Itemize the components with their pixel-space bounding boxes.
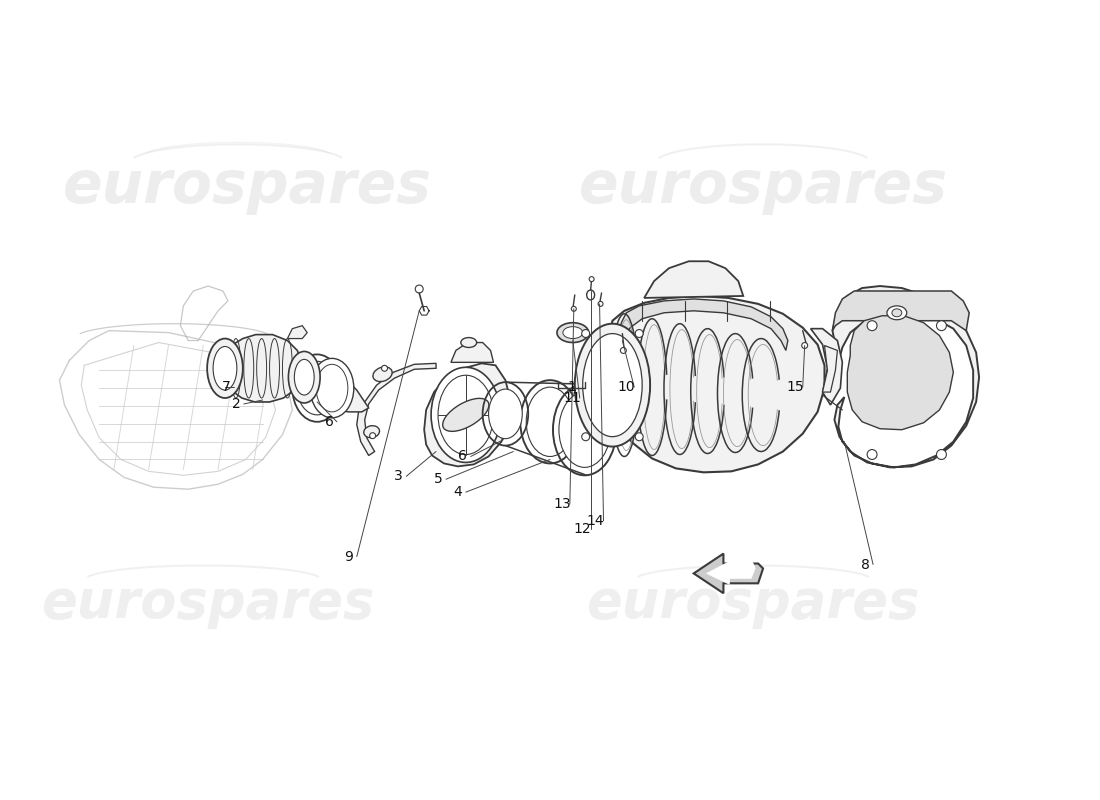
- Polygon shape: [356, 363, 436, 455]
- Ellipse shape: [867, 321, 877, 330]
- Polygon shape: [425, 363, 510, 466]
- Polygon shape: [847, 316, 954, 430]
- Ellipse shape: [370, 433, 375, 438]
- Ellipse shape: [297, 362, 337, 415]
- Ellipse shape: [586, 290, 595, 300]
- Ellipse shape: [635, 330, 643, 338]
- Text: 9: 9: [344, 550, 353, 563]
- Ellipse shape: [582, 433, 590, 441]
- Text: 3: 3: [394, 470, 403, 483]
- Text: eurospares: eurospares: [579, 158, 947, 215]
- Ellipse shape: [316, 364, 348, 412]
- Ellipse shape: [526, 387, 574, 457]
- Ellipse shape: [213, 346, 236, 390]
- Ellipse shape: [936, 450, 946, 459]
- Ellipse shape: [295, 359, 315, 395]
- Text: eurospares: eurospares: [42, 577, 375, 629]
- Ellipse shape: [867, 450, 877, 459]
- Ellipse shape: [575, 324, 650, 446]
- Ellipse shape: [583, 334, 642, 437]
- Polygon shape: [833, 291, 969, 330]
- Text: 12: 12: [574, 522, 592, 536]
- Ellipse shape: [571, 306, 576, 311]
- Polygon shape: [811, 329, 843, 405]
- Text: 7: 7: [221, 380, 230, 394]
- Ellipse shape: [438, 375, 494, 454]
- Text: 8: 8: [860, 558, 870, 571]
- Polygon shape: [605, 296, 825, 472]
- Text: 13: 13: [553, 497, 571, 511]
- Polygon shape: [619, 299, 788, 350]
- Text: 11: 11: [563, 391, 581, 405]
- Text: eurospares: eurospares: [586, 577, 920, 629]
- Ellipse shape: [802, 342, 807, 349]
- Polygon shape: [694, 554, 763, 594]
- Ellipse shape: [488, 389, 522, 438]
- Polygon shape: [223, 334, 302, 402]
- Ellipse shape: [373, 367, 393, 382]
- Ellipse shape: [310, 358, 354, 418]
- Ellipse shape: [382, 366, 387, 371]
- Polygon shape: [823, 346, 837, 392]
- Text: eurospares: eurospares: [64, 158, 432, 215]
- Ellipse shape: [364, 426, 380, 438]
- Text: 5: 5: [433, 472, 442, 486]
- Text: 10: 10: [617, 380, 635, 394]
- Text: 14: 14: [586, 514, 604, 528]
- Polygon shape: [305, 368, 369, 412]
- Text: 4: 4: [453, 485, 462, 499]
- Polygon shape: [451, 342, 494, 362]
- Text: 6: 6: [459, 450, 468, 463]
- Ellipse shape: [461, 338, 476, 347]
- Text: 15: 15: [786, 380, 804, 394]
- Ellipse shape: [207, 338, 243, 398]
- Ellipse shape: [563, 326, 583, 338]
- Polygon shape: [833, 286, 979, 467]
- Ellipse shape: [582, 330, 590, 338]
- Ellipse shape: [442, 398, 488, 431]
- Text: 6: 6: [324, 415, 333, 429]
- Polygon shape: [706, 558, 755, 584]
- Ellipse shape: [431, 367, 500, 462]
- Ellipse shape: [559, 392, 610, 467]
- Ellipse shape: [590, 277, 594, 282]
- Polygon shape: [645, 262, 744, 298]
- Ellipse shape: [557, 322, 588, 342]
- Ellipse shape: [887, 306, 906, 320]
- Ellipse shape: [598, 302, 603, 306]
- Ellipse shape: [415, 285, 424, 293]
- Ellipse shape: [288, 351, 320, 403]
- Text: 2: 2: [231, 397, 240, 411]
- Ellipse shape: [620, 347, 626, 354]
- Ellipse shape: [936, 321, 946, 330]
- Ellipse shape: [635, 433, 643, 441]
- Text: 1: 1: [568, 380, 576, 394]
- Polygon shape: [287, 326, 307, 338]
- Ellipse shape: [892, 309, 902, 317]
